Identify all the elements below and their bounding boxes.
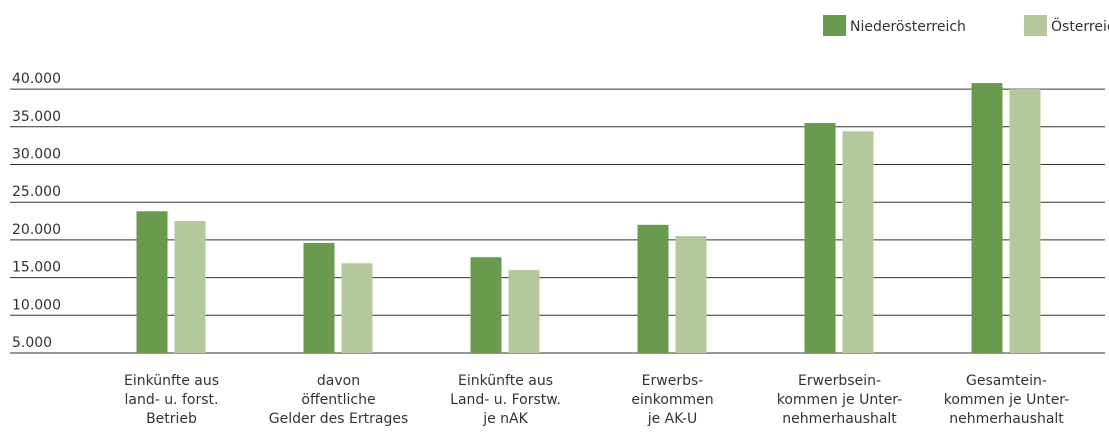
y-tick-label: 25.000 <box>12 184 61 200</box>
y-tick-label: 5.000 <box>12 335 52 351</box>
x-tick-label: Betrieb <box>146 411 197 427</box>
bar <box>470 257 502 353</box>
legend-label: Österreich <box>1051 17 1109 35</box>
y-tick-label: 35.000 <box>12 109 61 125</box>
y-tick-label: 10.000 <box>12 297 61 313</box>
y-tick-label: 30.000 <box>12 147 61 163</box>
y-tick-label: 15.000 <box>12 260 61 276</box>
x-tick-label: Erwerbsein- <box>798 373 881 389</box>
x-tick-label: Einkünfte aus <box>458 373 553 389</box>
bar <box>303 242 335 353</box>
x-tick-label: nehmerhaushalt <box>782 411 897 427</box>
x-tick-label: nehmerhaushalt <box>949 411 1064 427</box>
x-tick-label: je AK-U <box>647 411 698 427</box>
bar <box>1009 89 1041 353</box>
x-tick-label: land- u. forst. <box>125 392 219 408</box>
bar <box>341 263 373 353</box>
x-tick-label: Einkünfte aus <box>124 373 219 389</box>
bar <box>842 131 874 353</box>
x-tick-label: kommen je Unter- <box>944 392 1069 408</box>
legend-swatch <box>823 15 846 36</box>
y-tick-label: 40.000 <box>12 71 61 87</box>
legend-swatch <box>1024 15 1047 36</box>
bar <box>136 211 168 353</box>
x-tick-label: Land- u. Forstw. <box>450 392 561 408</box>
x-tick-label: Gesamtein- <box>966 373 1047 389</box>
x-tick-label: Gelder des Ertrages <box>269 411 409 427</box>
x-tick-label: Erwerbs- <box>642 373 704 389</box>
x-tick-label: davon <box>317 373 360 389</box>
bar <box>804 123 836 353</box>
bar <box>174 221 206 353</box>
bar <box>508 270 540 353</box>
bar <box>637 224 669 353</box>
x-tick-label: einkommen <box>631 392 713 408</box>
bar <box>971 83 1003 354</box>
x-tick-label: kommen je Unter- <box>777 392 902 408</box>
y-tick-label: 20.000 <box>12 222 61 238</box>
x-tick-label: öffentliche <box>301 392 375 408</box>
x-tick-label: je nAK <box>482 411 528 427</box>
bar <box>675 236 707 353</box>
legend-label: Niederösterreich <box>850 19 966 35</box>
